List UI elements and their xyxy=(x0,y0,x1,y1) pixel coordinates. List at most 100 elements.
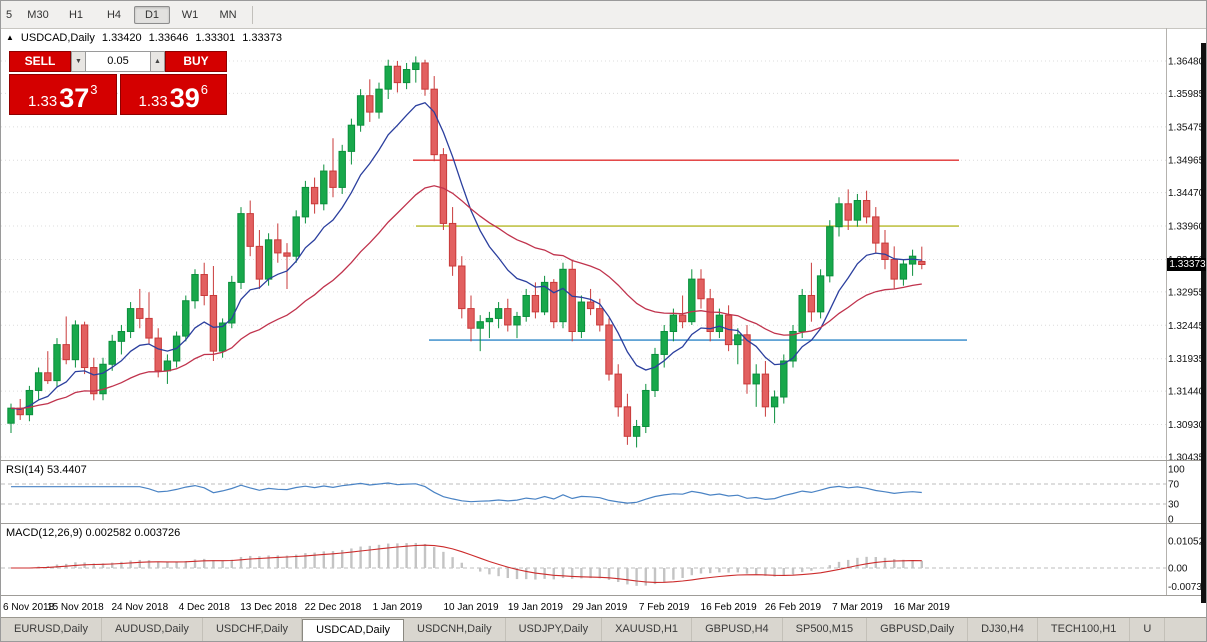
candle xyxy=(126,302,135,339)
candle xyxy=(890,246,898,289)
price-axis-label: 1.35475 xyxy=(1168,122,1205,133)
chart-tab-usdcad-daily[interactable]: USDCAD,Daily xyxy=(302,619,405,641)
pane-separator[interactable] xyxy=(1,595,1206,596)
rsi-axis-label: 100 xyxy=(1168,465,1185,476)
candle xyxy=(559,262,567,329)
date-axis[interactable]: 6 Nov 2018 15 Nov 2018 24 Nov 2018 4 Dec 20… xyxy=(1,596,1200,619)
ohlc-low-value: 1.33301 xyxy=(195,32,236,44)
chart-tab-u[interactable]: U xyxy=(1130,618,1166,641)
chart-tab-usdchf-daily[interactable]: USDCHF,Daily xyxy=(203,618,303,641)
candle xyxy=(688,269,696,325)
right-edge-strip xyxy=(1201,43,1206,603)
price-axis-label: 1.34965 xyxy=(1168,156,1205,167)
candle xyxy=(752,364,760,407)
date-axis-label: 10 Jan 2019 xyxy=(443,602,499,613)
macd-histogram-bar xyxy=(580,568,583,579)
date-axis-label: 24 Nov 2018 xyxy=(111,602,169,613)
macd-histogram-bar xyxy=(239,556,243,568)
candle xyxy=(632,419,641,448)
timeframe-button-H1[interactable]: H1 xyxy=(68,8,84,21)
chart-tab-tech100-h1[interactable]: TECH100,H1 xyxy=(1038,618,1131,641)
pane-separator[interactable] xyxy=(1,460,1206,461)
macd-histogram-bar xyxy=(423,543,427,568)
candle xyxy=(393,61,402,93)
macd-histogram-bar xyxy=(276,555,279,568)
ask-price-prefix: 1.33 xyxy=(138,92,168,110)
rsi-line xyxy=(11,482,922,504)
candle xyxy=(90,357,98,401)
bid-price-button[interactable]: 1.33 37 3 xyxy=(9,74,117,115)
candle xyxy=(283,243,291,289)
chart-tab-dj30-h4[interactable]: DJ30,H4 xyxy=(968,618,1038,641)
timeframe-button-M30[interactable]: M30 xyxy=(27,8,49,21)
macd-histogram-bar xyxy=(791,568,795,575)
candle xyxy=(467,295,475,342)
candle xyxy=(780,354,788,404)
sell-button[interactable]: SELL xyxy=(9,51,71,72)
candle xyxy=(540,275,549,316)
candle xyxy=(25,385,34,422)
candle xyxy=(761,360,770,417)
macd-histogram-bar xyxy=(902,559,905,568)
date-axis-label: 1 Jan 2019 xyxy=(372,602,423,613)
candle xyxy=(136,288,144,329)
chart-tab-audusd-daily[interactable]: AUDUSD,Daily xyxy=(102,618,203,641)
ask-price-button[interactable]: 1.33 39 6 xyxy=(119,74,227,115)
macd-histogram-bar xyxy=(561,568,565,579)
candle xyxy=(835,197,843,237)
macd-histogram-bar xyxy=(129,560,132,568)
macd-histogram-bar xyxy=(120,561,123,568)
date-axis-label: 16 Mar 2019 xyxy=(893,602,950,613)
ohlc-high-value: 1.33646 xyxy=(148,32,189,44)
macd-histogram-bar xyxy=(101,563,105,568)
chart-tab-gbpusd-h4[interactable]: GBPUSD,H4 xyxy=(692,618,783,641)
date-axis-label: 7 Mar 2019 xyxy=(832,602,883,613)
chart-tab-sp500-m15[interactable]: SP500,M15 xyxy=(783,618,868,641)
candle xyxy=(439,148,448,230)
macd-histogram-bar xyxy=(672,568,675,580)
candle xyxy=(209,266,218,361)
timeframe-button-D1[interactable]: D1 xyxy=(134,5,170,24)
candle xyxy=(918,246,926,270)
timeframe-button-H4[interactable]: H4 xyxy=(106,8,122,21)
price-axis-label: 1.33960 xyxy=(1168,222,1205,233)
volume-increase-button[interactable]: ▲ xyxy=(150,51,165,72)
pane-separator[interactable] xyxy=(1,523,1206,524)
candle xyxy=(34,367,43,401)
date-axis-label: 22 Dec 2018 xyxy=(304,602,362,613)
volume-decrease-button[interactable]: ▼ xyxy=(71,51,86,72)
macd-histogram-bar xyxy=(285,555,289,568)
candle xyxy=(310,177,319,214)
chart-tab-gbpusd-daily[interactable]: GBPUSD,Daily xyxy=(867,618,969,641)
timeframe-button-W1[interactable]: W1 xyxy=(181,8,199,21)
candle xyxy=(402,62,411,90)
macd-histogram-bar xyxy=(193,559,197,568)
date-axis-label: 15 Nov 2018 xyxy=(47,602,104,613)
macd-histogram-bar xyxy=(203,558,206,568)
macd-histogram-bar xyxy=(589,568,592,579)
timeframe-button-MN[interactable]: MN xyxy=(219,8,237,21)
volume-input[interactable]: 0.05 xyxy=(86,51,150,72)
macd-histogram-bar xyxy=(534,568,537,580)
timeframe-button-5[interactable]: 5 xyxy=(5,8,13,21)
ask-price-pips: 39 xyxy=(169,83,200,114)
chart-tab-xauusd-h1[interactable]: XAUUSD,H1 xyxy=(602,618,693,641)
chart-tab-usdcnh-daily[interactable]: USDCNH,Daily xyxy=(404,618,506,641)
macd-histogram-bar xyxy=(147,560,151,568)
rsi-indicator-pane: 100 70 30 0 xyxy=(1,465,1185,524)
macd-histogram-bar xyxy=(488,568,491,575)
chart-tab-eurusd-daily[interactable]: EURUSD,Daily xyxy=(1,618,102,641)
chart-tab-usdjpy-daily[interactable]: USDJPY,Daily xyxy=(506,618,603,641)
macd-histogram-bar xyxy=(221,560,224,568)
macd-histogram-bar xyxy=(598,568,601,579)
buy-button[interactable]: BUY xyxy=(165,51,227,72)
candle xyxy=(366,79,374,122)
candle xyxy=(458,256,466,319)
macd-histogram-bar xyxy=(525,568,528,580)
macd-histogram-bar xyxy=(515,568,519,580)
candle xyxy=(706,288,714,342)
macd-histogram-bar xyxy=(543,568,546,579)
price-axis-label: 1.30435 xyxy=(1168,452,1205,461)
candle xyxy=(678,295,687,329)
candle xyxy=(531,282,540,319)
